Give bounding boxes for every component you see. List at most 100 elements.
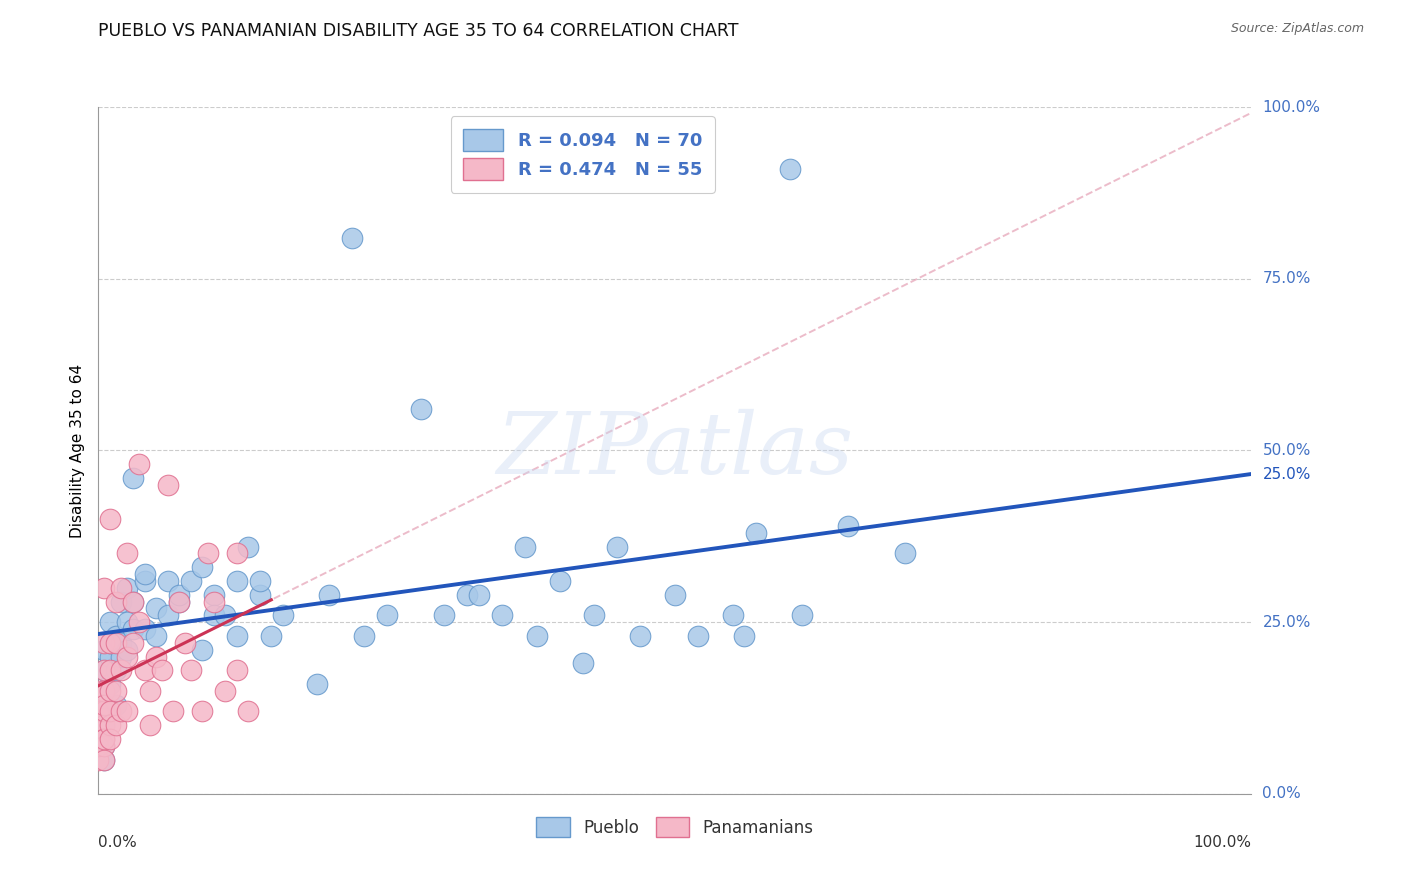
Point	[433, 608, 456, 623]
Point	[162, 705, 184, 719]
Point	[93, 731, 115, 746]
Point	[134, 567, 156, 582]
Point	[122, 636, 145, 650]
Point	[225, 629, 247, 643]
Point	[93, 642, 115, 657]
Point	[104, 636, 127, 650]
Point	[104, 594, 127, 608]
Point	[128, 615, 150, 630]
Point	[98, 731, 121, 746]
Point	[686, 629, 709, 643]
Point	[456, 588, 478, 602]
Point	[98, 663, 121, 677]
Point	[134, 622, 156, 636]
Point	[93, 739, 115, 753]
Point	[145, 649, 167, 664]
Point	[167, 594, 190, 608]
Point	[526, 629, 548, 643]
Point	[87, 705, 110, 719]
Point	[191, 642, 214, 657]
Point	[122, 594, 145, 608]
Point	[156, 574, 179, 588]
Point	[98, 677, 121, 691]
Point	[156, 608, 179, 623]
Point	[93, 683, 115, 698]
Point	[249, 574, 271, 588]
Point	[174, 636, 197, 650]
Point	[156, 478, 179, 492]
Point	[145, 601, 167, 615]
Point	[167, 588, 190, 602]
Point	[733, 629, 755, 643]
Point	[98, 512, 121, 526]
Point	[117, 649, 139, 664]
Y-axis label: Disability Age 35 to 64: Disability Age 35 to 64	[69, 363, 84, 538]
Point	[583, 608, 606, 623]
Point	[191, 560, 214, 574]
Point	[202, 594, 225, 608]
Point	[98, 615, 121, 630]
Point	[139, 718, 162, 732]
Point	[180, 663, 202, 677]
Point	[134, 663, 156, 677]
Point	[375, 608, 398, 623]
Point	[93, 753, 115, 767]
Text: 50.0%: 50.0%	[1263, 443, 1310, 458]
Point	[117, 642, 139, 657]
Point	[318, 588, 340, 602]
Point	[134, 574, 156, 588]
Point	[271, 608, 294, 623]
Point	[548, 574, 571, 588]
Point	[117, 581, 139, 595]
Point	[93, 718, 115, 732]
Point	[214, 683, 236, 698]
Point	[139, 683, 162, 698]
Point	[571, 657, 593, 671]
Point	[98, 718, 121, 732]
Point	[238, 705, 260, 719]
Point	[104, 683, 127, 698]
Point	[468, 588, 491, 602]
Text: 25.0%: 25.0%	[1263, 467, 1310, 482]
Point	[110, 663, 132, 677]
Point	[98, 636, 121, 650]
Text: 25.0%: 25.0%	[1263, 615, 1310, 630]
Point	[260, 629, 283, 643]
Point	[628, 629, 651, 643]
Point	[110, 581, 132, 595]
Point	[411, 402, 433, 417]
Point	[110, 594, 132, 608]
Point	[93, 581, 115, 595]
Point	[225, 663, 247, 677]
Point	[104, 718, 127, 732]
Point	[93, 731, 115, 746]
Point	[664, 588, 686, 602]
Point	[87, 753, 110, 767]
Point	[606, 540, 628, 554]
Point	[744, 525, 766, 540]
Point	[225, 546, 247, 561]
Point	[93, 698, 115, 712]
Point	[93, 705, 115, 719]
Point	[87, 718, 110, 732]
Point	[98, 649, 121, 664]
Point	[122, 622, 145, 636]
Legend: Pueblo, Panamanians: Pueblo, Panamanians	[530, 810, 820, 844]
Point	[117, 615, 139, 630]
Point	[93, 636, 115, 650]
Point	[150, 663, 173, 677]
Point	[353, 629, 375, 643]
Point	[214, 608, 236, 623]
Point	[779, 161, 801, 176]
Point	[98, 636, 121, 650]
Point	[98, 705, 121, 719]
Point	[104, 663, 127, 677]
Point	[110, 636, 132, 650]
Point	[93, 663, 115, 677]
Point	[128, 457, 150, 471]
Point	[202, 608, 225, 623]
Point	[117, 546, 139, 561]
Point	[180, 574, 202, 588]
Point	[513, 540, 536, 554]
Point	[93, 753, 115, 767]
